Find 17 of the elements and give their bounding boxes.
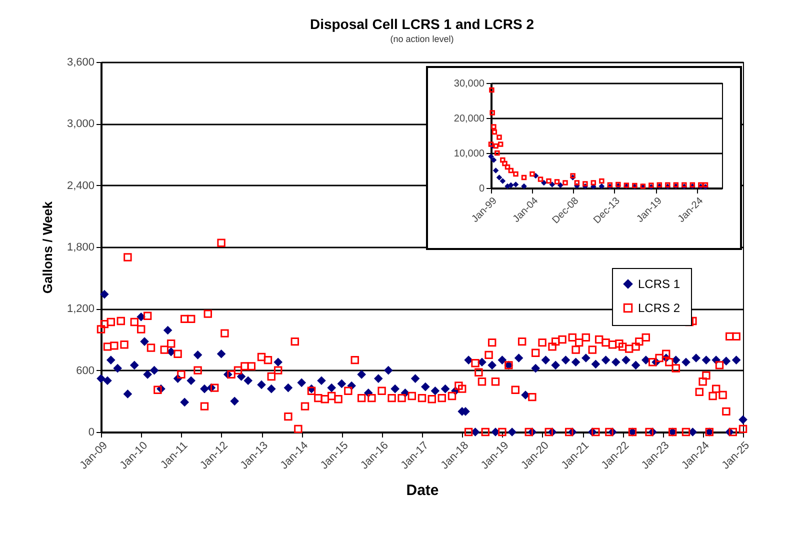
y-tick-label: 0 — [88, 426, 94, 438]
y-tick-label: 0 — [478, 184, 485, 194]
y-axis-title: Gallons / Week — [40, 200, 55, 294]
y-tick-label: 20,000 — [454, 114, 485, 124]
y-tick-label: 1,200 — [66, 303, 94, 316]
legend-label: LCRS 1 — [638, 277, 680, 291]
y-tick-label: 2,400 — [66, 180, 94, 192]
y-tick-label: 1,800 — [66, 242, 94, 254]
x-axis-title: Date — [406, 482, 439, 500]
y-tick-label: 3,600 — [66, 56, 94, 68]
legend-label: LCRS 2 — [638, 301, 680, 315]
y-tick-label: 30,000 — [454, 78, 485, 90]
chart-title: Disposal Cell LCRS 1 and LCRS 2 — [310, 16, 534, 32]
chart-subtitle: (no action level) — [390, 34, 454, 44]
y-tick-label: 3,000 — [66, 118, 94, 130]
y-tick-label: 10,000 — [454, 148, 485, 160]
y-tick-label: 600 — [76, 364, 94, 377]
